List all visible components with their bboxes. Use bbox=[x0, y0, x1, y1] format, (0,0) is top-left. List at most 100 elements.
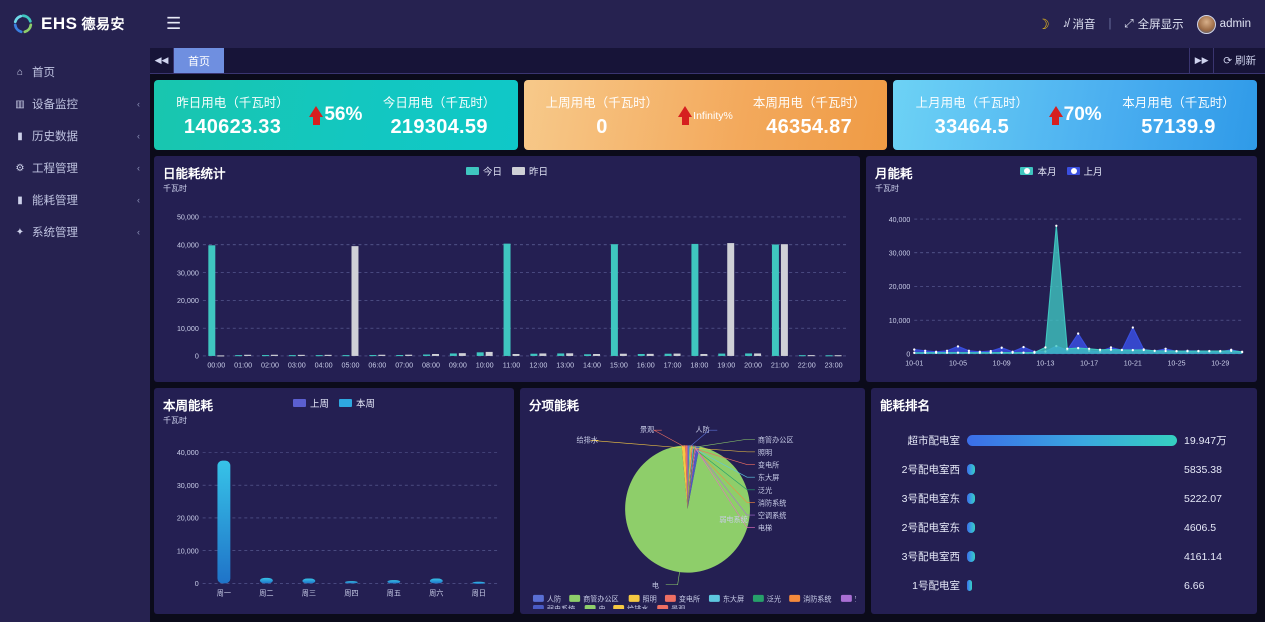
svg-text:东大屏: 东大屏 bbox=[758, 473, 779, 482]
svg-text:20,000: 20,000 bbox=[177, 296, 199, 305]
panel-title: 日能耗统计 bbox=[163, 167, 226, 181]
ranking-label: 3号配电室西 bbox=[901, 551, 960, 563]
brand-name: EHS bbox=[41, 14, 78, 33]
svg-text:10,000: 10,000 bbox=[889, 316, 911, 325]
svg-text:10-13: 10-13 bbox=[1036, 358, 1054, 367]
kpi-value: 46354.87 bbox=[766, 115, 852, 138]
kpi-trend: 56% bbox=[305, 104, 366, 126]
panel-daily-consumption: 日能耗统计 千瓦时 今日 昨日 0 10,000 20,000 30,000 bbox=[154, 156, 860, 382]
kpi-value: 219304.59 bbox=[390, 115, 488, 138]
recycle-logo-icon bbox=[12, 13, 34, 35]
tab-home[interactable]: 首页 bbox=[174, 48, 224, 73]
kpi-left: 昨日用电（千瓦时） 140623.33 bbox=[176, 92, 289, 139]
svg-text:人防: 人防 bbox=[547, 594, 561, 603]
kpi-label: 上周用电（千瓦时） bbox=[545, 95, 659, 110]
moon-icon[interactable]: ☽ bbox=[1037, 15, 1050, 32]
panel-title: 月能耗 bbox=[875, 167, 913, 181]
breakdown-chart-plot: 商管办公区 照明 变电所 东大屏 泛光 消防系统 空调系统 电梯 给排水 景观 人防 弱电系统电人防商… bbox=[529, 415, 856, 609]
content: 昨日用电（千瓦时） 140623.33 56% 今日用电（千瓦时） 219304… bbox=[150, 74, 1265, 622]
sidebar-item-system-management[interactable]: ✦ 系统管理 ‹ bbox=[0, 216, 150, 248]
kpi-label: 本月用电（千瓦时） bbox=[1122, 95, 1235, 110]
charts-row-2: 本周能耗 千瓦时 上周 本周 0 10,000 20,000 30,000 4 bbox=[154, 388, 1257, 614]
svg-text:0: 0 bbox=[195, 579, 199, 588]
chevron-left-icon: ‹ bbox=[137, 131, 140, 141]
svg-text:周四: 周四 bbox=[344, 589, 358, 598]
svg-text:21:00: 21:00 bbox=[771, 360, 789, 369]
svg-text:20,000: 20,000 bbox=[889, 282, 911, 291]
arrow-up-icon bbox=[678, 106, 693, 125]
expand-icon: ⤢ bbox=[1124, 17, 1134, 30]
kpi-label: 昨日用电（千瓦时） bbox=[176, 95, 289, 110]
kpi-left: 上周用电（千瓦时） 0 bbox=[546, 92, 659, 139]
brand-name-cn: 德易安 bbox=[81, 16, 125, 32]
double-left-icon: ◀◀ bbox=[154, 55, 169, 65]
chart-bar-icon: ▮ bbox=[17, 194, 23, 206]
sidebar-item-energy-management[interactable]: ▮ 能耗管理 ‹ bbox=[0, 184, 150, 216]
chevron-left-icon: ‹ bbox=[137, 99, 140, 109]
user-menu[interactable]: admin bbox=[1196, 14, 1251, 34]
ranking-value: 5835.38 bbox=[1184, 463, 1222, 476]
svg-text:40,000: 40,000 bbox=[177, 448, 199, 457]
svg-text:电梯: 电梯 bbox=[758, 524, 772, 533]
svg-text:17:00: 17:00 bbox=[664, 360, 682, 369]
ranking-value: 4606.5 bbox=[1184, 521, 1217, 534]
kpi-trend: Infinity% bbox=[674, 106, 737, 125]
svg-text:22:00: 22:00 bbox=[798, 360, 816, 369]
panel-monthly-consumption: 月能耗 千瓦时 本月 上月 0 10,000 20,000 30,000 40 bbox=[866, 156, 1257, 382]
refresh-button[interactable]: ⟳ 刷新 bbox=[1213, 48, 1265, 73]
svg-text:照明: 照明 bbox=[643, 594, 657, 603]
sidebar-item-label: 历史数据 bbox=[32, 131, 78, 143]
ranking-bar-track bbox=[967, 435, 1177, 446]
ranking-bar-track bbox=[967, 580, 1177, 591]
ranking-value: 6.66 bbox=[1184, 579, 1205, 592]
brand-logo[interactable]: EHS 德易安 bbox=[0, 0, 150, 48]
sidebar-item-label: 设备监控 bbox=[32, 99, 78, 111]
tab-scroll-left-button[interactable]: ◀◀ bbox=[150, 48, 174, 73]
hamburger-icon[interactable]: ☰ bbox=[166, 14, 182, 33]
svg-text:变电所: 变电所 bbox=[679, 594, 700, 603]
svg-text:10-01: 10-01 bbox=[905, 358, 923, 367]
ranking-list: 超市配电室 19.947万 2号配电室西 5835.38 3号配电室东 5222.07 2号… bbox=[880, 415, 1248, 609]
charts-row-1: 日能耗统计 千瓦时 今日 昨日 0 10,000 20,000 30,000 bbox=[154, 156, 1257, 382]
chevron-left-icon: ‹ bbox=[137, 227, 140, 237]
tabbar: ◀◀ 首页 ▶▶ ⟳ 刷新 bbox=[150, 48, 1265, 74]
kpi-percent: 70% bbox=[1063, 104, 1102, 125]
refresh-label: 刷新 bbox=[1235, 55, 1256, 67]
ranking-label: 3号配电室东 bbox=[901, 493, 960, 505]
svg-text:周三: 周三 bbox=[302, 589, 316, 598]
kpi-label: 今日用电（千瓦时） bbox=[382, 95, 496, 110]
svg-text:10-29: 10-29 bbox=[1211, 358, 1229, 367]
sidebar-item-home[interactable]: ⌂ 首页 bbox=[0, 56, 150, 88]
double-right-icon: ▶▶ bbox=[1194, 55, 1209, 65]
svg-text:20,000: 20,000 bbox=[177, 514, 199, 523]
ranking-label: 超市配电室 bbox=[907, 435, 961, 447]
svg-text:周日: 周日 bbox=[472, 589, 486, 598]
svg-text:19:00: 19:00 bbox=[717, 360, 735, 369]
svg-text:10,000: 10,000 bbox=[177, 546, 199, 555]
sidebar-item-device-monitor[interactable]: ▥ 设备监控 ‹ bbox=[0, 88, 150, 120]
svg-text:50,000: 50,000 bbox=[177, 213, 199, 222]
chevron-left-icon: ‹ bbox=[137, 163, 140, 173]
sidebar-item-project-management[interactable]: ⚙ 工程管理 ‹ bbox=[0, 152, 150, 184]
svg-text:商管办公区: 商管办公区 bbox=[758, 435, 794, 444]
tab-scroll-right-button[interactable]: ▶▶ bbox=[1189, 48, 1213, 73]
mute-button[interactable]: ♪̸ 消音 bbox=[1063, 16, 1096, 32]
kpi-label: 上月用电（千瓦时） bbox=[915, 95, 1029, 110]
svg-text:09:00: 09:00 bbox=[449, 360, 467, 369]
svg-text:11:00: 11:00 bbox=[503, 360, 520, 369]
svg-text:03:00: 03:00 bbox=[288, 360, 306, 369]
svg-text:10:00: 10:00 bbox=[476, 360, 494, 369]
sidebar-item-label: 系统管理 bbox=[32, 227, 78, 239]
ranking-row: 2号配电室东 4606.5 bbox=[882, 520, 1246, 535]
arrow-up-icon bbox=[1048, 106, 1063, 125]
kpi-percent: 56% bbox=[324, 104, 363, 125]
fullscreen-button[interactable]: ⤢ 全屏显示 bbox=[1124, 16, 1183, 32]
panel-unit: 千瓦时 bbox=[163, 184, 187, 193]
kpi-trend: 70% bbox=[1045, 104, 1106, 126]
svg-text:空调系统: 空调系统 bbox=[855, 594, 856, 603]
svg-text:16:00: 16:00 bbox=[637, 360, 655, 369]
sidebar-item-history-data[interactable]: ▮ 历史数据 ‹ bbox=[0, 120, 150, 152]
kpi-value: 33464.5 bbox=[934, 115, 1010, 138]
kpi-right: 本周用电（千瓦时） 46354.87 bbox=[753, 92, 866, 139]
